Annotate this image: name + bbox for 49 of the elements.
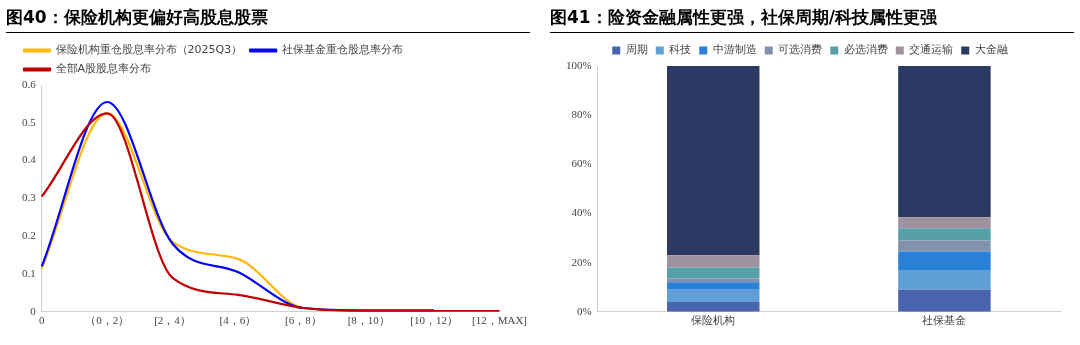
bar <box>898 228 991 241</box>
legend-label: 社保基金重仓股息率分布 <box>281 43 403 57</box>
legend-label: 科技 <box>669 43 692 57</box>
legend-label: 大金融 <box>974 43 1008 57</box>
x-tick-label: [10，12） <box>410 314 458 327</box>
chart-title: 图41：险资金融属性更强，社保周期/科技属性更强 <box>550 4 1074 33</box>
y-tick-label: 0.5 <box>22 115 37 128</box>
bar <box>898 217 991 229</box>
x-tick-label: 保险机构 <box>691 314 736 327</box>
x-tick-label: [4，6） <box>219 314 257 327</box>
y-tick-label: 0.6 <box>22 77 37 90</box>
bar <box>667 255 760 268</box>
legend-label: 中游制造 <box>712 43 757 57</box>
x-tick-label: 社保基金 <box>922 314 967 327</box>
x-tick-label: [8，10） <box>347 314 390 327</box>
y-tick-label: 0% <box>576 304 592 317</box>
legend-label: 交通运输 <box>909 43 954 57</box>
bar <box>898 240 991 252</box>
x-tick-label: [12，MAX] <box>472 314 527 327</box>
y-tick-label: 100% <box>565 58 592 71</box>
legend-label: 全部A股股息率分布 <box>55 62 152 76</box>
y-tick-label: 80% <box>571 108 592 121</box>
chart-title: 图40：保险机构更偏好高股息股票 <box>6 4 530 33</box>
bar <box>898 270 991 290</box>
x-tick-label: （0，2） <box>85 314 130 327</box>
bar <box>898 66 991 218</box>
bar <box>898 289 991 312</box>
bar <box>667 66 760 256</box>
bar <box>898 251 991 271</box>
bar <box>667 282 760 290</box>
x-tick-label: [2，4） <box>154 314 191 327</box>
y-tick-label: 0.3 <box>22 191 37 204</box>
y-tick-label: 0.2 <box>22 229 36 242</box>
y-tick-label: 60% <box>571 157 592 170</box>
bar <box>667 267 760 279</box>
line-series <box>40 100 436 312</box>
legend-label: 必选消费 <box>843 43 888 57</box>
y-tick-label: 20% <box>571 255 592 268</box>
y-tick-label: 0 <box>30 304 37 317</box>
x-tick-label: [6，8） <box>284 314 322 327</box>
y-tick-label: 0.4 <box>22 153 37 166</box>
legend-label: 保险机构重仓股息率分布（2025Q3） <box>55 43 243 57</box>
legend-label: 可选消费 <box>778 43 823 57</box>
x-tick-label: 0 <box>39 314 45 327</box>
bar <box>667 289 760 302</box>
legend-label: 周期 <box>625 43 648 57</box>
y-tick-label: 40% <box>571 206 592 219</box>
bar <box>667 301 760 312</box>
y-tick-label: 0.1 <box>22 266 36 279</box>
